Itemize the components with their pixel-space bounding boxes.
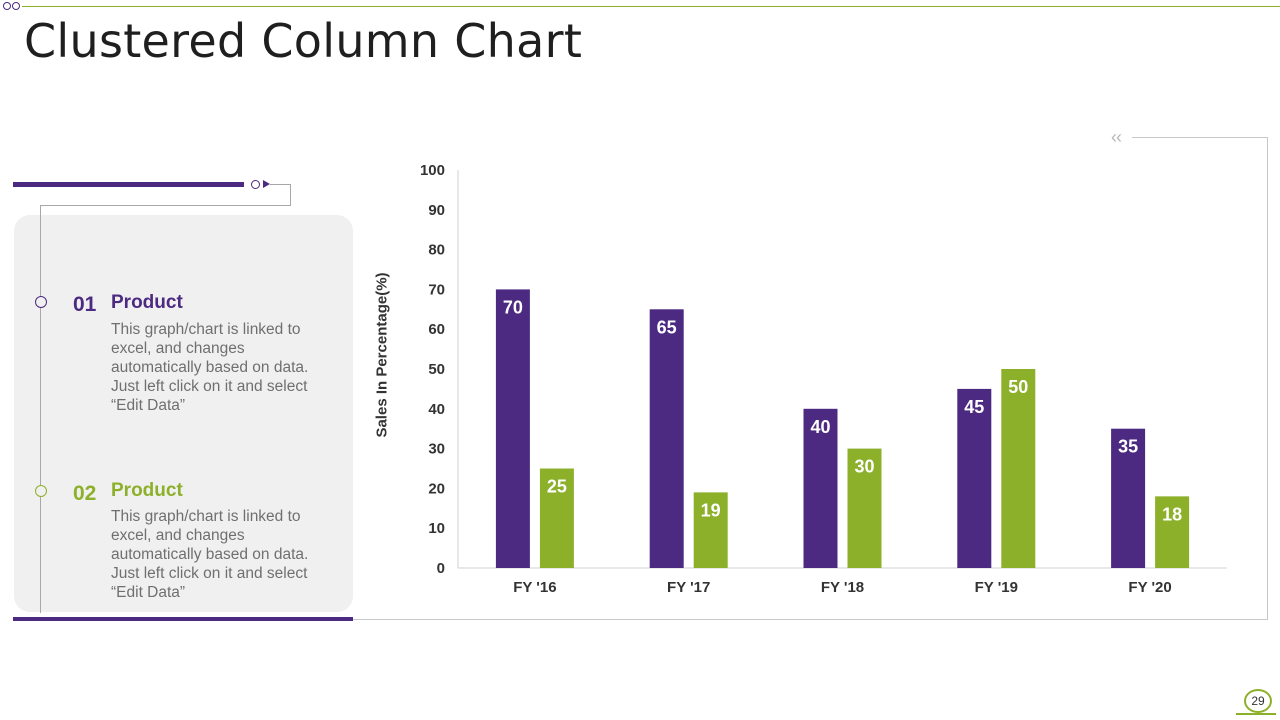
chart-frame-line [1132, 137, 1268, 138]
slide-title: Clustered Column Chart [24, 14, 583, 68]
bar-series-1 [649, 309, 684, 568]
y-tick-label: 50 [428, 361, 445, 378]
panel-circle-icon [251, 180, 260, 189]
data-label: 30 [854, 457, 874, 477]
bar-series-1 [957, 388, 992, 568]
bar-series-1 [803, 408, 838, 568]
data-label: 50 [1008, 377, 1028, 397]
data-label: 25 [547, 477, 567, 497]
y-tick-label: 10 [428, 520, 445, 537]
x-tick-label: FY '18 [821, 579, 864, 596]
y-tick-label: 20 [428, 480, 445, 497]
connector-line [290, 184, 291, 206]
bar-series-2 [847, 448, 882, 568]
data-label: 18 [1162, 504, 1182, 524]
data-label: 35 [1118, 437, 1138, 457]
y-tick-label: 40 [428, 401, 445, 418]
item-number: 01 [73, 293, 97, 316]
data-label: 65 [657, 317, 677, 337]
bar-series-2 [693, 492, 728, 568]
panel-accent-bar [13, 182, 244, 187]
panel-bottom-bar [13, 617, 353, 621]
page-arrow-icon [1236, 713, 1276, 715]
header-circle-icon [12, 2, 20, 10]
y-tick-label: 100 [420, 162, 445, 179]
description-panel [14, 215, 353, 612]
y-tick-label: 60 [428, 321, 445, 338]
header-rule [22, 6, 1280, 7]
timeline-dot-icon [35, 485, 47, 497]
data-label: 70 [503, 297, 523, 317]
x-tick-label: FY '16 [513, 579, 556, 596]
chart-frame-line [1267, 137, 1268, 620]
item-number: 02 [73, 482, 97, 505]
connector-line [40, 205, 291, 206]
timeline-dot-icon [35, 296, 47, 308]
chart-frame-line [353, 619, 1268, 620]
bar-series-2 [1155, 496, 1190, 568]
double-chevron-left-icon: ‹‹ [1111, 127, 1122, 147]
bar-series-1 [495, 289, 530, 568]
timeline-line [40, 205, 41, 613]
data-label: 45 [964, 397, 984, 417]
data-label: 40 [810, 417, 830, 437]
x-tick-label: FY '17 [667, 579, 710, 596]
y-tick-label: 70 [428, 281, 445, 298]
panel-arrow-icon [263, 180, 270, 188]
bar-series-2 [539, 468, 574, 568]
x-tick-label: FY '20 [1128, 579, 1171, 596]
y-tick-label: 30 [428, 441, 445, 458]
bar-series-1 [1111, 428, 1146, 568]
y-tick-label: 90 [428, 202, 445, 219]
y-axis-label: Sales In Percentage(%) [373, 272, 391, 438]
data-label: 19 [701, 500, 721, 520]
page-number: 29 [1244, 689, 1272, 713]
bar-series-2 [1001, 369, 1036, 568]
connector-line [270, 184, 290, 185]
y-tick-label: 0 [437, 560, 445, 577]
item-title: Product [111, 480, 183, 501]
item-description: This graph/chart is linked to excel, and… [111, 508, 309, 601]
y-tick-label: 80 [428, 242, 445, 259]
x-tick-label: FY '19 [975, 579, 1018, 596]
header-circle-icon [3, 2, 11, 10]
item-description: This graph/chart is linked to excel, and… [111, 321, 309, 414]
item-title: Product [111, 292, 183, 313]
